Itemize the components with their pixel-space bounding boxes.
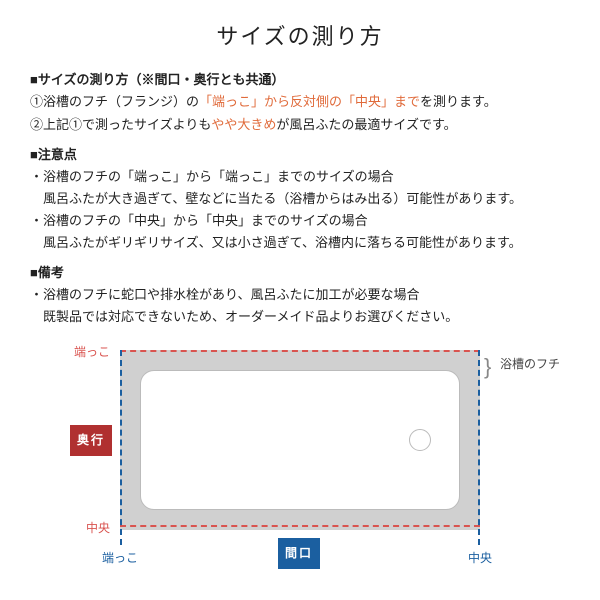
- section1-head: ■サイズの測り方（※間口・奥行とも共通）: [30, 69, 570, 91]
- s2l4: 風呂ふたがギリギリサイズ、又は小さ過ぎて、浴槽内に落ちる可能性があります。: [30, 232, 570, 254]
- depth-tag: 奥行: [70, 425, 112, 455]
- brace-icon: }: [484, 348, 491, 385]
- drain-icon: [409, 429, 431, 451]
- section3-head: ■備考: [30, 262, 570, 284]
- label-bottom-left: 端っこ: [102, 548, 138, 568]
- dash-mid: [120, 525, 480, 527]
- s1l1a: ①浴槽のフチ（フランジ）の: [30, 94, 199, 109]
- label-bottom-right: 中央: [468, 548, 492, 568]
- label-mid-left: 中央: [86, 518, 110, 538]
- dash-left: [120, 350, 122, 545]
- tub-inner: [140, 370, 460, 510]
- dash-right: [478, 350, 480, 545]
- s3l1: ・浴槽のフチに蛇口や排水栓があり、風呂ふたに加工が必要な場合: [30, 284, 570, 306]
- diagram: 端っこ 中央 端っこ 中央 奥行 間口 } 浴槽のフチ: [30, 340, 570, 575]
- s1l2b: やや大きめ: [211, 117, 276, 132]
- page-title: サイズの測り方: [30, 18, 570, 55]
- section1-line2: ②上記①で測ったサイズよりもやや大きめが風呂ふたの最適サイズです。: [30, 114, 570, 136]
- s2l1: ・浴槽のフチの「端っこ」から「端っこ」までのサイズの場合: [30, 166, 570, 188]
- tub-outline: [120, 350, 480, 530]
- section1-line1: ①浴槽のフチ（フランジ）の「端っこ」から反対側の「中央」までを測ります。: [30, 91, 570, 113]
- section2-head: ■注意点: [30, 144, 570, 166]
- label-top-left: 端っこ: [74, 342, 110, 362]
- s1l1b: 「端っこ」から反対側の「中央」まで: [199, 94, 420, 109]
- s3l2: 既製品では対応できないため、オーダーメイド品よりお選びください。: [30, 306, 570, 328]
- rim-label: 浴槽のフチ: [500, 354, 560, 374]
- s2l3: ・浴槽のフチの「中央」から「中央」までのサイズの場合: [30, 210, 570, 232]
- s2l2: 風呂ふたが大き過ぎて、壁などに当たる（浴槽からはみ出る）可能性があります。: [30, 188, 570, 210]
- s1l1c: を測ります。: [420, 94, 497, 109]
- dash-top: [120, 350, 480, 352]
- width-tag: 間口: [278, 538, 320, 568]
- s1l2a: ②上記①で測ったサイズよりも: [30, 117, 211, 132]
- s1l2c: が風呂ふたの最適サイズです。: [276, 117, 456, 132]
